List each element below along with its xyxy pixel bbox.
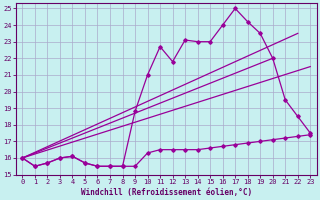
X-axis label: Windchill (Refroidissement éolien,°C): Windchill (Refroidissement éolien,°C): [81, 188, 252, 197]
